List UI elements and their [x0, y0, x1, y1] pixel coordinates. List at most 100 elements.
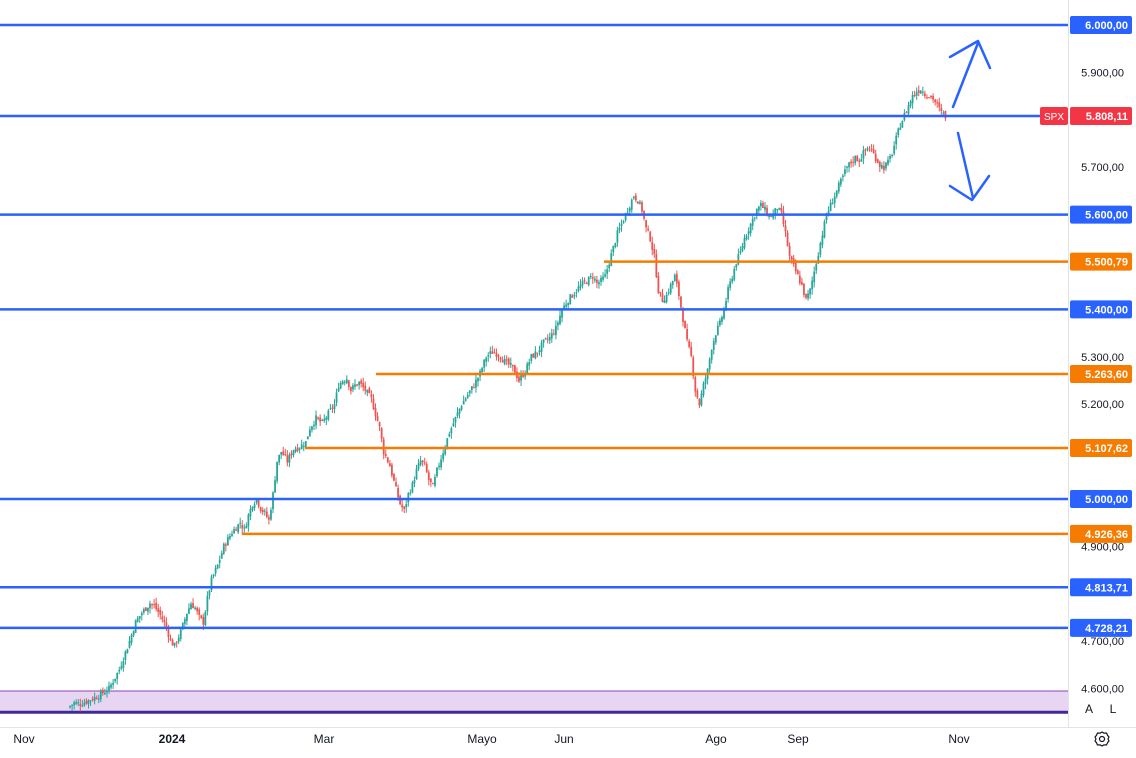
candle-body	[487, 355, 490, 357]
candle-body	[255, 498, 258, 503]
candle-body	[421, 460, 424, 463]
bullish-scenario-arrow-shaft	[951, 41, 980, 109]
candle-body	[296, 447, 299, 451]
candle-body	[159, 610, 162, 615]
candle-body	[546, 339, 549, 341]
candle-body	[591, 277, 594, 279]
candle-body	[772, 213, 775, 219]
candle-body	[186, 613, 188, 621]
candle-body	[581, 281, 584, 286]
candle-body	[415, 468, 418, 480]
candle-body	[505, 359, 508, 361]
candle-body	[169, 638, 172, 641]
candle-body	[456, 412, 459, 417]
candle-body	[401, 504, 404, 508]
candle-body	[429, 478, 432, 483]
candle-body	[249, 509, 252, 517]
bullish-scenario-arrow[interactable]	[948, 39, 992, 109]
candle-body	[731, 278, 734, 282]
x-tick-label: Mayo	[467, 732, 497, 746]
horizontal-levels[interactable]	[0, 23, 1068, 630]
candle-body	[823, 221, 826, 238]
candle-body	[604, 274, 606, 277]
scenario-arrows[interactable]	[948, 39, 992, 202]
candle-body	[760, 202, 762, 207]
level-label-bg-580811	[1070, 106, 1132, 125]
candle-body	[901, 120, 904, 128]
level-label-526360: 5.263,60	[1085, 369, 1128, 381]
candle-body	[294, 449, 297, 452]
x-tick-label: Jun	[554, 732, 573, 746]
candle-body	[220, 553, 223, 559]
candle-body	[356, 384, 358, 386]
price-axis[interactable]: 5.900,00 5.700,00 5.300,00 5.200,00 4.900,00…	[1081, 67, 1124, 695]
candle-body	[659, 291, 662, 293]
candle-body	[827, 210, 830, 214]
candle-body	[692, 357, 695, 377]
candle-body	[624, 213, 627, 221]
candle-body	[130, 634, 133, 643]
candle-body	[142, 608, 145, 613]
symbol-tag: SPX	[1044, 112, 1064, 123]
candle-body	[79, 704, 82, 706]
candle-body	[520, 375, 522, 381]
candle-body	[171, 640, 174, 646]
candle-body	[530, 354, 533, 361]
auto-scale-button[interactable]: A	[1079, 700, 1099, 718]
candle-body	[503, 358, 506, 365]
candle-body	[559, 315, 561, 325]
candle-body	[491, 351, 494, 354]
candle-body	[304, 441, 307, 448]
candle-body	[813, 271, 816, 283]
candle-body	[227, 537, 229, 546]
candle-body	[237, 524, 240, 533]
candle-body	[124, 651, 127, 661]
candle-body	[413, 480, 416, 484]
candle-body	[837, 182, 840, 192]
candle-body	[163, 619, 166, 623]
candle-body	[895, 135, 898, 145]
candle-body	[807, 293, 809, 299]
candle-body	[909, 101, 912, 106]
candle-body	[194, 607, 196, 609]
candle-body	[341, 381, 344, 385]
candle-body	[782, 211, 785, 225]
candle-body	[395, 482, 397, 487]
candle-body	[716, 325, 719, 335]
settings-icon[interactable]	[1092, 729, 1112, 749]
candle-body	[265, 511, 268, 518]
candle-body	[727, 287, 729, 300]
candle-body	[466, 394, 469, 398]
log-scale-button[interactable]: L	[1103, 700, 1123, 718]
candle-body	[671, 281, 674, 285]
candle-body	[288, 454, 291, 463]
candle-body	[657, 275, 660, 294]
candle-body	[575, 292, 578, 294]
candle-body	[589, 276, 592, 278]
candle-body	[514, 365, 516, 373]
candle-body	[95, 697, 98, 700]
candle-body	[821, 235, 824, 245]
candle-body	[634, 195, 637, 201]
candle-body	[548, 336, 551, 341]
candle-body	[81, 705, 84, 707]
candle-body	[817, 255, 820, 264]
candle-body	[534, 351, 537, 359]
candle-body	[239, 523, 242, 525]
candle-body	[364, 385, 367, 391]
candle-body	[737, 254, 740, 265]
candle-body	[913, 94, 916, 96]
candle-body	[222, 543, 225, 554]
candle-body	[661, 293, 664, 303]
time-axis[interactable]: Nov 2024 Mar Mayo Jun Ago Sep Nov	[13, 732, 969, 746]
candle-body	[507, 358, 510, 365]
bearish-scenario-arrow[interactable]	[948, 131, 991, 202]
candle-body	[741, 246, 744, 252]
candle-body	[774, 208, 777, 216]
candle-body	[270, 509, 272, 520]
level-label-600000: 6.000,00	[1085, 20, 1128, 32]
candle-body	[891, 155, 893, 157]
candle-body	[755, 209, 758, 216]
